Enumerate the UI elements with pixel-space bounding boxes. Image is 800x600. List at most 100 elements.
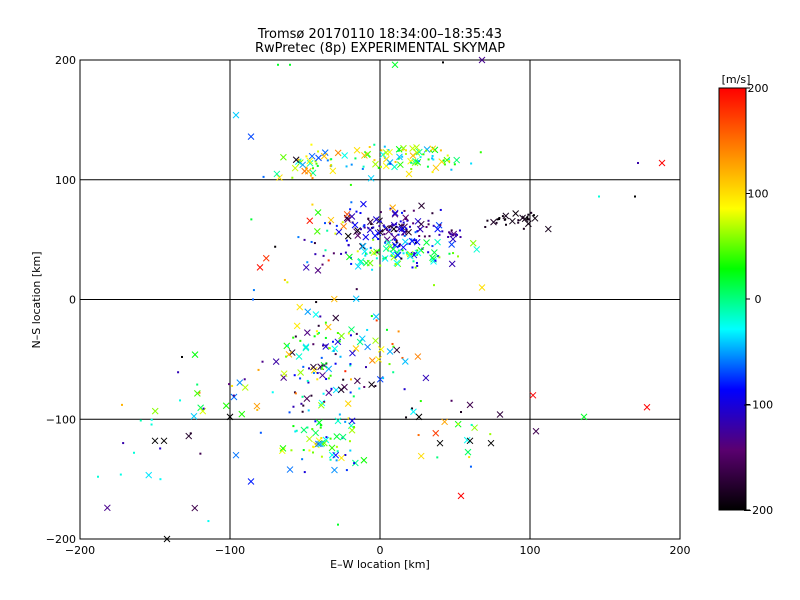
data-point-cross: [314, 209, 322, 216]
data-point-dot: [446, 154, 449, 157]
data-point-dot: [528, 218, 531, 221]
data-point-dot: [381, 230, 384, 233]
data-point-dot: [322, 392, 325, 395]
data-point-dot: [410, 167, 413, 170]
data-point-dot: [302, 365, 305, 368]
data-point-dot: [312, 167, 315, 170]
data-point-dot: [365, 252, 368, 255]
data-point-dot: [349, 363, 352, 366]
data-point-dot: [401, 148, 404, 151]
data-point-dot: [418, 235, 421, 238]
x-tick-label: 0: [377, 544, 384, 557]
data-point-cross: [236, 379, 244, 386]
data-point-dot: [431, 171, 434, 174]
data-point-cross: [354, 227, 362, 234]
data-point-cross: [332, 314, 340, 322]
data-point-dot: [350, 201, 353, 204]
data-point-cross: [407, 157, 414, 165]
data-point-dot: [295, 429, 298, 432]
data-point-dot: [320, 437, 323, 440]
data-point-cross: [286, 466, 294, 473]
data-point-dot: [320, 356, 323, 359]
data-point-dot: [342, 378, 345, 381]
data-point-cross: [352, 459, 359, 467]
data-point-cross: [314, 266, 322, 274]
data-point-dot: [401, 155, 404, 158]
x-tick-label: −100: [215, 544, 245, 557]
data-point-dot: [393, 238, 396, 241]
data-point-dot: [422, 153, 425, 156]
data-point-dot: [314, 160, 317, 163]
data-point-dot: [392, 371, 395, 374]
data-point-cross: [226, 413, 234, 421]
data-point-dot: [336, 332, 339, 335]
data-point-cross: [353, 146, 361, 154]
data-point-dot: [382, 224, 385, 227]
data-point-dot: [398, 243, 401, 246]
data-point-dot: [423, 235, 426, 238]
data-point-cross: [312, 429, 320, 437]
y-axis-ticks: −200 −100 0 100 200: [46, 54, 76, 546]
data-point-cross: [432, 164, 440, 172]
data-point-dot: [119, 473, 122, 476]
data-point-dot: [330, 158, 333, 161]
data-point-dot: [431, 245, 434, 248]
data-point-dot: [328, 347, 331, 350]
data-point-dot: [352, 395, 355, 398]
data-point-dot: [419, 156, 422, 159]
data-point-dot: [350, 163, 353, 166]
data-point-dot: [310, 394, 313, 397]
data-point-cross: [310, 363, 317, 371]
data-point-cross: [371, 232, 379, 240]
data-point-dot: [311, 203, 314, 206]
data-point-cross: [232, 111, 240, 119]
data-point-dot: [403, 209, 406, 212]
data-point-dot: [425, 149, 428, 152]
data-point-cross: [313, 228, 321, 235]
data-point-dot: [327, 377, 330, 380]
data-point-dot: [380, 149, 383, 152]
data-point-dot: [349, 364, 352, 367]
data-point-cross: [299, 161, 307, 169]
data-point-dot: [311, 177, 314, 180]
data-point-dot: [355, 332, 358, 335]
data-point-dot: [288, 411, 291, 414]
data-point-dot: [389, 225, 392, 228]
data-point-cross: [348, 417, 356, 425]
data-point-dot: [150, 418, 153, 421]
data-point-dot: [189, 432, 192, 435]
data-point-cross: [232, 451, 240, 459]
data-point-dot: [308, 449, 311, 452]
data-point-dot: [349, 449, 352, 452]
data-point-dot: [397, 249, 400, 252]
data-point-dot: [334, 353, 337, 356]
data-point-dot: [459, 236, 462, 239]
data-point-cross: [391, 210, 399, 218]
data-point-dot: [313, 335, 316, 338]
data-point-dot: [406, 253, 409, 256]
y-tick-label: 0: [69, 294, 76, 307]
data-point-dot: [315, 301, 318, 304]
data-point-dot: [395, 241, 398, 244]
data-point-cross: [457, 492, 465, 500]
data-point-dot: [447, 158, 450, 161]
data-point-cross: [320, 152, 328, 160]
data-point-dot: [361, 167, 364, 170]
data-point-dot: [344, 453, 347, 456]
data-point-dot: [292, 425, 295, 428]
data-point-cross: [360, 456, 368, 464]
data-point-dot: [232, 394, 235, 397]
data-point-dot: [452, 252, 455, 255]
data-point-dot: [301, 458, 304, 461]
data-point-dot: [353, 462, 356, 465]
data-point-dot: [271, 391, 274, 394]
data-point-cross: [402, 214, 409, 222]
data-point-cross: [391, 241, 399, 249]
data-point-dot: [469, 465, 472, 468]
data-point-dot: [350, 262, 353, 265]
data-point-dot: [457, 422, 460, 425]
data-point-dot: [451, 233, 454, 236]
data-point-dot: [337, 523, 339, 526]
data-point-dot: [294, 392, 297, 395]
data-point-cross: [382, 245, 390, 253]
